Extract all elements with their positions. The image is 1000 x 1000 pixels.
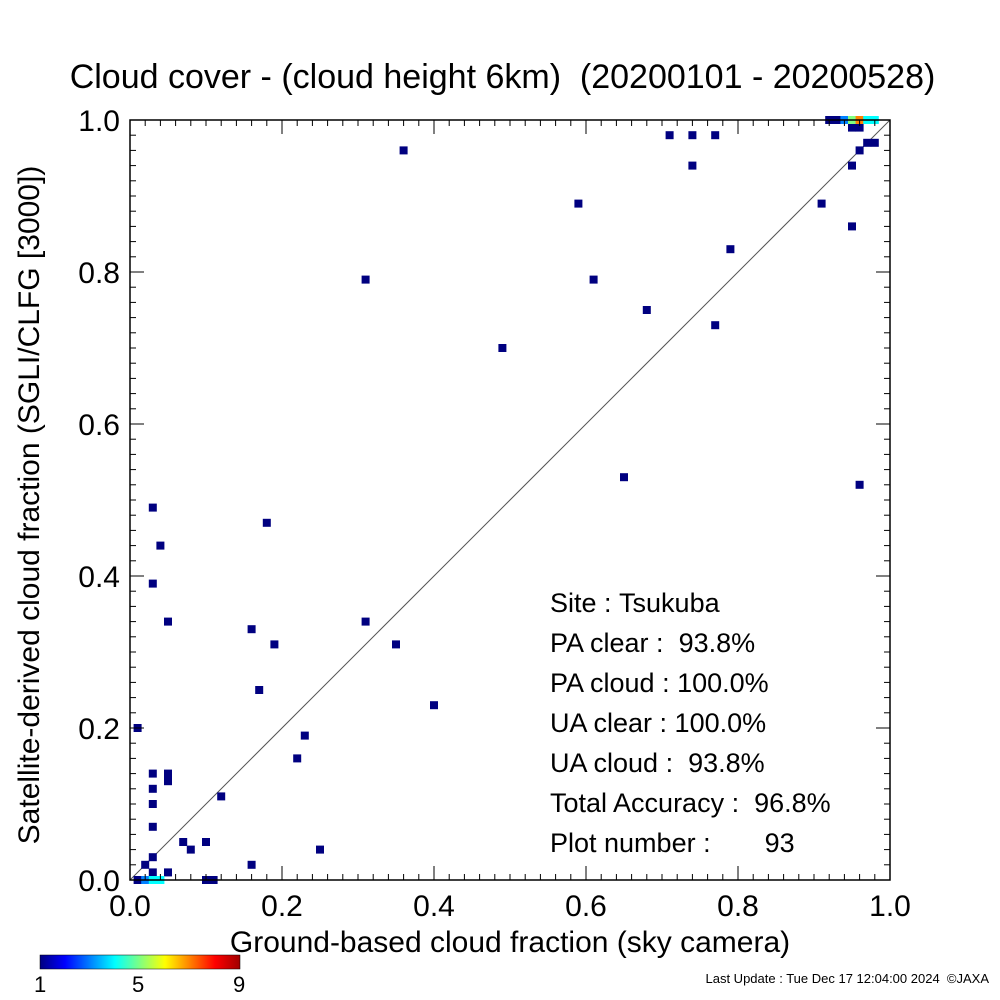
- stat-site-value: Tsukuba: [619, 588, 720, 618]
- stat-plot-number: Plot number : 93: [550, 823, 831, 863]
- stat-pa-cloud: PA cloud : 100.0%: [550, 663, 831, 703]
- data-cell: [148, 503, 157, 512]
- data-cell: [848, 123, 856, 132]
- x-tick-label: 1.0: [869, 890, 911, 923]
- stat-site-label: Site :: [550, 588, 620, 618]
- y-tick-label: 0.8: [78, 257, 120, 290]
- data-cell: [164, 769, 172, 778]
- x-axis-title: Ground-based cloud fraction (sky camera): [230, 926, 790, 959]
- x-tick-label: 0.4: [413, 890, 455, 923]
- one-to-one-reference-line: [129, 119, 891, 881]
- x-tick-label: 0.2: [261, 890, 303, 923]
- data-cell: [726, 245, 735, 254]
- data-cell: [247, 860, 256, 869]
- data-cell: [202, 838, 210, 846]
- data-cell: [148, 868, 157, 877]
- data-cell: [148, 822, 157, 831]
- data-cell: [361, 275, 370, 284]
- data-cell: [711, 131, 720, 140]
- data-cell: [688, 161, 697, 170]
- y-axis-title: Satellite-derived cloud fraction (SGLI/C…: [13, 166, 46, 845]
- data-cell: [316, 845, 324, 854]
- data-cell: [430, 701, 438, 710]
- y-tick-label: 0.4: [78, 561, 120, 594]
- y-tick-label: 1.0: [78, 105, 120, 138]
- data-cell: [179, 838, 188, 846]
- data-cell: [574, 199, 583, 208]
- data-cell: [392, 640, 400, 649]
- data-cell: [164, 617, 172, 626]
- stat-ua-clear-value: 100.0%: [674, 708, 767, 738]
- stat-total-accuracy: Total Accuracy : 96.8%: [550, 783, 831, 823]
- data-cell: [855, 146, 864, 155]
- data-cell: [148, 784, 157, 793]
- data-cell: [361, 617, 370, 626]
- data-cell: [164, 868, 172, 877]
- chart-title: Cloud cover - (cloud height 6km) (202001…: [69, 58, 936, 96]
- colorbar-mid-label: 5: [132, 972, 145, 997]
- data-cell: [817, 199, 826, 208]
- data-cell: [863, 138, 872, 147]
- stat-ua-clear: UA clear : 100.0%: [550, 703, 831, 743]
- data-cell: [848, 161, 856, 170]
- stat-ua-cloud-value: 93.8%: [680, 748, 765, 778]
- stat-pa-clear-label: PA clear :: [550, 628, 672, 658]
- data-cell: [141, 860, 150, 869]
- stat-ua-clear-label: UA clear :: [550, 708, 675, 738]
- data-cell: [148, 769, 157, 778]
- stat-ua-cloud: UA cloud : 93.8%: [550, 743, 831, 783]
- data-cell: [148, 579, 157, 588]
- data-cell: [665, 131, 674, 140]
- last-update-footer: Last Update : Tue Dec 17 12:04:00 2024 ©…: [705, 971, 990, 986]
- stat-pa-clear-value: 93.8%: [671, 628, 756, 658]
- data-cell: [711, 321, 720, 330]
- data-cell: [156, 541, 165, 550]
- stat-total-accuracy-value: 96.8%: [746, 788, 831, 818]
- data-cell: [399, 146, 408, 155]
- data-cell: [186, 845, 195, 854]
- data-cell: [688, 131, 697, 140]
- data-cell: [855, 123, 864, 132]
- stat-pa-clear: PA clear : 93.8%: [550, 623, 831, 663]
- x-tick-label: 0.6: [565, 890, 607, 923]
- data-cell: [498, 344, 507, 352]
- data-cell: [642, 306, 651, 314]
- stat-total-accuracy-label: Total Accuracy :: [550, 788, 747, 818]
- data-cell: [300, 731, 309, 740]
- data-cell: [255, 686, 264, 694]
- data-cell: [262, 518, 271, 527]
- data-cell: [848, 222, 856, 231]
- data-cell: [589, 275, 598, 284]
- data-cell: [855, 480, 864, 489]
- colorbar-min-label: 1: [34, 972, 47, 997]
- data-cell: [148, 853, 157, 862]
- stat-pa-cloud-value: 100.0%: [677, 668, 769, 698]
- colorbar: [39, 954, 241, 970]
- data-cell: [148, 800, 157, 808]
- x-tick-label: 0.0: [109, 890, 151, 923]
- stat-pa-cloud-label: PA cloud :: [550, 668, 678, 698]
- statistics-panel: Site : Tsukuba PA clear : 93.8% PA cloud…: [550, 583, 831, 863]
- data-cell: [620, 473, 628, 482]
- data-cell: [870, 138, 879, 147]
- y-tick-label: 0.2: [78, 713, 120, 746]
- data-cell: [247, 625, 256, 634]
- data-cell: [293, 754, 302, 763]
- stat-plot-number-value: 93: [764, 828, 795, 858]
- data-cell: [164, 777, 172, 786]
- colorbar-max-label: 9: [233, 972, 246, 997]
- x-tick-label: 0.8: [717, 890, 759, 923]
- stat-ua-cloud-label: UA cloud :: [550, 748, 681, 778]
- y-tick-label: 0.0: [78, 865, 120, 898]
- data-cell: [270, 640, 279, 649]
- stat-plot-number-label: Plot number :: [550, 828, 711, 858]
- data-cell: [217, 792, 226, 801]
- stat-site: Site : Tsukuba: [550, 583, 831, 623]
- y-tick-label: 0.6: [78, 409, 120, 442]
